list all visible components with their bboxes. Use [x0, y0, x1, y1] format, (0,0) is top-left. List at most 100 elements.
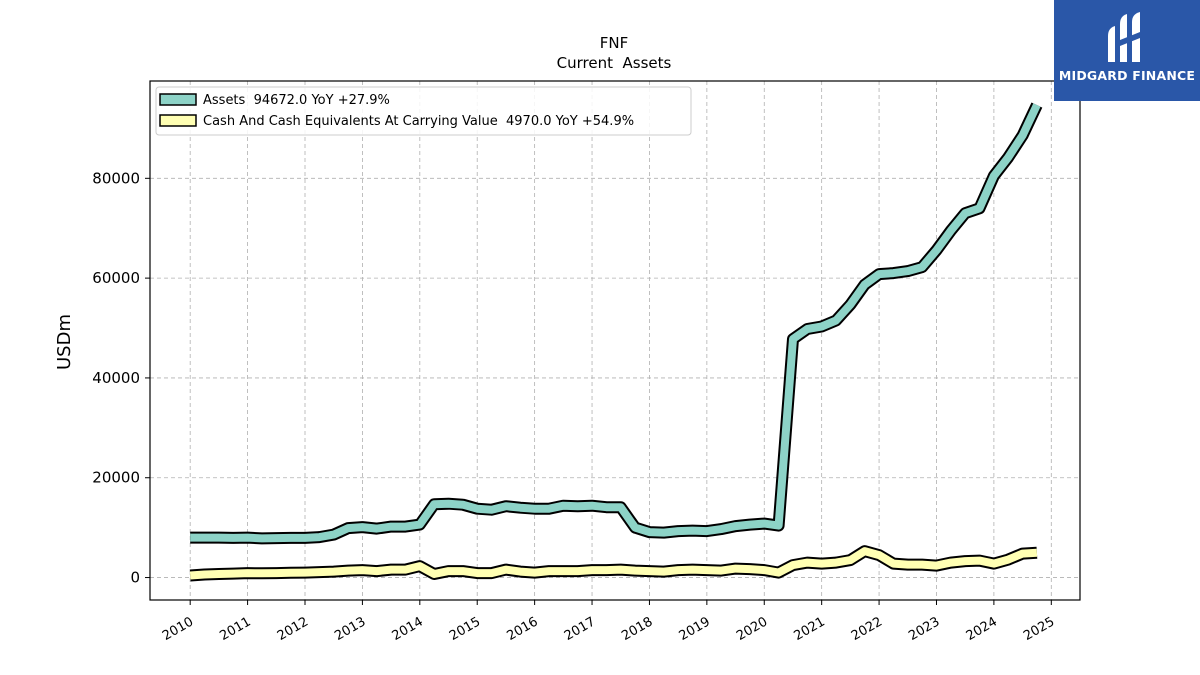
data-point — [993, 175, 994, 176]
data-point — [261, 538, 262, 539]
legend-box — [155, 86, 692, 136]
data-point — [218, 574, 219, 575]
data-point — [893, 563, 894, 564]
data-point — [950, 562, 951, 563]
data-point — [692, 530, 693, 531]
data-point — [549, 571, 550, 572]
data-point — [649, 532, 650, 533]
y-tick-label: 80000 — [92, 169, 140, 187]
data-point — [362, 527, 363, 528]
series-line-0 — [190, 103, 1041, 543]
data-point — [491, 573, 492, 574]
data-point — [1008, 157, 1009, 158]
data-point — [950, 230, 951, 231]
legend-label-cash: Cash And Cash Equivalents At Carrying Va… — [203, 114, 634, 129]
data-point — [793, 339, 794, 340]
data-point — [348, 528, 349, 529]
data-point — [1022, 135, 1023, 136]
data-point — [405, 569, 406, 570]
data-point — [233, 573, 234, 574]
data-point — [793, 565, 794, 566]
data-point — [893, 273, 894, 274]
data-point — [190, 537, 191, 538]
data-point — [534, 572, 535, 573]
data-point — [391, 526, 392, 527]
x-tick-label: 2024 — [964, 614, 1000, 644]
series-outline-0 — [190, 102, 1043, 545]
data-point — [448, 503, 449, 504]
data-point — [620, 507, 621, 508]
data-point — [778, 572, 779, 573]
data-point — [376, 528, 377, 529]
data-point — [247, 573, 248, 574]
data-point — [1008, 559, 1009, 560]
x-tick-label: 2011 — [217, 614, 253, 644]
data-point — [333, 571, 334, 572]
data-point — [922, 564, 923, 565]
data-point — [635, 527, 636, 528]
data-point — [836, 320, 837, 321]
data-point — [678, 531, 679, 532]
data-point — [764, 570, 765, 571]
data-point — [549, 508, 550, 509]
data-point — [735, 568, 736, 569]
data-point — [922, 267, 923, 268]
data-point — [836, 562, 837, 563]
data-point — [735, 526, 736, 527]
data-point — [290, 537, 291, 538]
x-tick-label: 2017 — [562, 614, 598, 644]
data-point — [305, 572, 306, 573]
chart-title: FNF — [600, 34, 628, 52]
data-point — [606, 570, 607, 571]
legend: Assets 94672.0 YoY +27.9% Cash And Cash … — [155, 86, 692, 136]
data-point — [749, 524, 750, 525]
data-point — [807, 329, 808, 330]
data-point — [764, 523, 765, 524]
data-point — [635, 570, 636, 571]
data-point — [592, 505, 593, 506]
data-point — [276, 573, 277, 574]
data-point — [261, 573, 262, 574]
data-point — [218, 537, 219, 538]
data-point — [448, 571, 449, 572]
x-tick-label: 2020 — [734, 614, 770, 644]
plot-frame — [149, 80, 1081, 601]
data-point — [276, 538, 277, 539]
data-point — [663, 571, 664, 572]
x-tick-label: 2013 — [332, 614, 368, 644]
data-point — [204, 537, 205, 538]
data-point — [1036, 105, 1037, 106]
data-point — [434, 574, 435, 575]
x-tick-label: 2023 — [906, 614, 942, 644]
data-point — [706, 531, 707, 532]
data-point — [879, 274, 880, 275]
data-point — [879, 555, 880, 556]
data-point — [692, 569, 693, 570]
data-point — [821, 563, 822, 564]
data-point — [678, 570, 679, 571]
data-point — [391, 569, 392, 570]
data-point — [821, 326, 822, 327]
data-point — [190, 575, 191, 576]
logo-text: MIDGARD FINANCE — [1058, 68, 1196, 83]
data-point — [993, 563, 994, 564]
data-point — [592, 570, 593, 571]
data-point — [233, 537, 234, 538]
y-tick-label: 0 — [130, 569, 140, 587]
data-point — [434, 504, 435, 505]
y-axis-label: USDm — [54, 314, 75, 370]
data-point — [505, 569, 506, 570]
data-point — [563, 505, 564, 506]
data-point — [348, 570, 349, 571]
data-point — [563, 571, 564, 572]
logo-mark-icon — [1108, 12, 1140, 62]
data-point — [534, 508, 535, 509]
x-tick-label: 2014 — [390, 614, 426, 644]
data-point — [376, 571, 377, 572]
legend-swatch-cash — [159, 114, 197, 127]
data-point — [749, 569, 750, 570]
midgard-finance-logo: MIDGARD FINANCE — [1054, 0, 1200, 101]
x-tick-label: 2025 — [1021, 614, 1057, 644]
data-point — [907, 564, 908, 565]
